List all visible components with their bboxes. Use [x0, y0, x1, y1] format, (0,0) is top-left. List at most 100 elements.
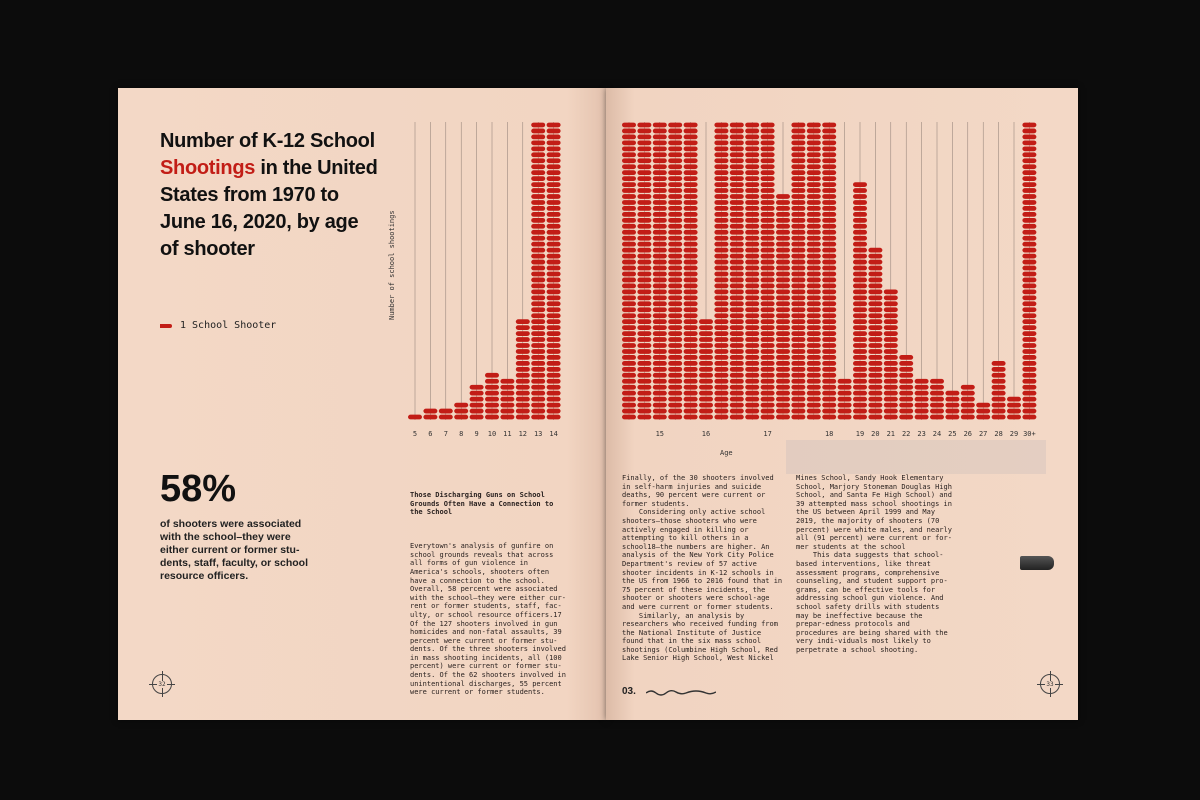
bullet-mark: [806, 402, 821, 408]
bullet-mark: [500, 408, 515, 414]
bullet-mark: [776, 212, 790, 217]
bullet-mark: [652, 277, 667, 283]
bar-10: [485, 372, 499, 420]
bullet-mark: [914, 396, 929, 402]
bullet-mark: [883, 319, 898, 325]
bullet-mark: [868, 277, 883, 283]
bullet-mark: [683, 194, 698, 199]
bullet-mark: [745, 337, 760, 342]
bar-15: [683, 122, 698, 420]
bullet-mark: [760, 128, 775, 134]
bullet-mark: [622, 313, 636, 319]
bullet-mark: [668, 134, 683, 140]
bullet-mark: [531, 343, 546, 348]
bullet-mark: [899, 414, 914, 420]
bullet-mark: [500, 390, 515, 396]
tick-label: 7: [444, 430, 448, 438]
bullet-mark: [822, 223, 837, 229]
bullet-mark: [776, 289, 790, 295]
bullet-mark: [883, 355, 898, 360]
bullet-mark: [683, 235, 698, 241]
bullet-mark: [622, 253, 636, 259]
bullet-mark: [485, 390, 499, 396]
bullet-mark: [1022, 271, 1037, 277]
bullet-mark: [899, 396, 914, 402]
bullet-mark: [822, 402, 837, 408]
bullet-mark: [868, 408, 883, 414]
bullet-mark: [683, 229, 698, 235]
bullet-mark: [868, 253, 883, 259]
bullet-mark: [745, 355, 760, 360]
bullet-mark: [546, 122, 561, 128]
bullet-mark: [791, 194, 806, 199]
bullet-mark: [546, 253, 561, 259]
bullet-mark: [408, 414, 422, 420]
bullet-mark: [652, 378, 667, 384]
bullet-mark: [714, 372, 729, 378]
bullet-mark: [853, 217, 867, 223]
bullet-mark: [991, 408, 1006, 414]
bullet-mark: [668, 253, 683, 259]
tick-label: 18: [825, 430, 833, 438]
bullet-mark: [668, 158, 683, 164]
bullet-mark: [546, 235, 561, 241]
bullet-mark: [531, 259, 546, 265]
bullet-mark: [637, 122, 652, 128]
bullet-mark: [622, 158, 636, 164]
bullet-mark: [699, 319, 713, 325]
bullet-mark: [776, 319, 790, 325]
bullet-mark: [531, 152, 546, 158]
bullet-mark: [652, 212, 667, 217]
bullet-mark: [714, 277, 729, 283]
bullet-mark: [637, 164, 652, 170]
bullet-mark: [652, 259, 667, 265]
bullet-mark: [729, 235, 744, 241]
bar-25: [945, 390, 960, 420]
bullet-mark: [683, 349, 698, 354]
bullet-mark: [622, 235, 636, 241]
bullet-mark: [546, 217, 561, 223]
bullet-mark: [637, 396, 652, 402]
bullet-mark: [976, 408, 991, 414]
bullet-mark: [729, 259, 744, 265]
bullet-mark: [776, 343, 790, 348]
bullet-mark: [714, 158, 729, 164]
bullet-mark: [745, 384, 760, 390]
bullet-mark: [699, 337, 713, 342]
bullet-mark: [668, 259, 683, 265]
bullet-mark: [868, 355, 883, 360]
bullet-mark: [822, 289, 837, 295]
bullet-mark: [760, 271, 775, 277]
bullet-mark: [699, 343, 713, 348]
bullet-mark: [883, 343, 898, 348]
bullet-mark: [1022, 283, 1037, 289]
bullet-mark: [776, 301, 790, 307]
bullet-mark: [806, 325, 821, 330]
bullet-mark: [531, 384, 546, 390]
bullet-mark: [622, 289, 636, 295]
bullet-mark: [806, 378, 821, 384]
bullet-mark: [883, 349, 898, 354]
bullet-mark: [760, 390, 775, 396]
bullet-mark: [652, 140, 667, 146]
bullet-mark: [652, 307, 667, 313]
bullet-mark: [760, 182, 775, 187]
bullet-mark: [714, 259, 729, 265]
bar-11: [500, 378, 515, 420]
bullet-mark: [668, 343, 683, 348]
bullet-mark: [1022, 182, 1037, 187]
bullet-mark: [853, 247, 867, 253]
title-part2: in the United States from 1970 to June 1…: [160, 157, 378, 260]
bullet-mark: [960, 396, 975, 402]
bullet-mark: [714, 235, 729, 241]
age-bar-chart: Number of school shootings Age 5 6 7 8 9 10 11…: [388, 122, 1037, 457]
bullet-mark: [791, 176, 806, 181]
bullet-mark: [745, 414, 760, 420]
bullet-mark: [868, 283, 883, 289]
section-number: 03.: [622, 686, 636, 697]
bullet-mark: [729, 217, 744, 223]
bullet-mark: [729, 337, 744, 342]
bullet-mark: [853, 337, 867, 342]
bullet-mark: [683, 331, 698, 336]
bullet-mark: [622, 325, 636, 330]
